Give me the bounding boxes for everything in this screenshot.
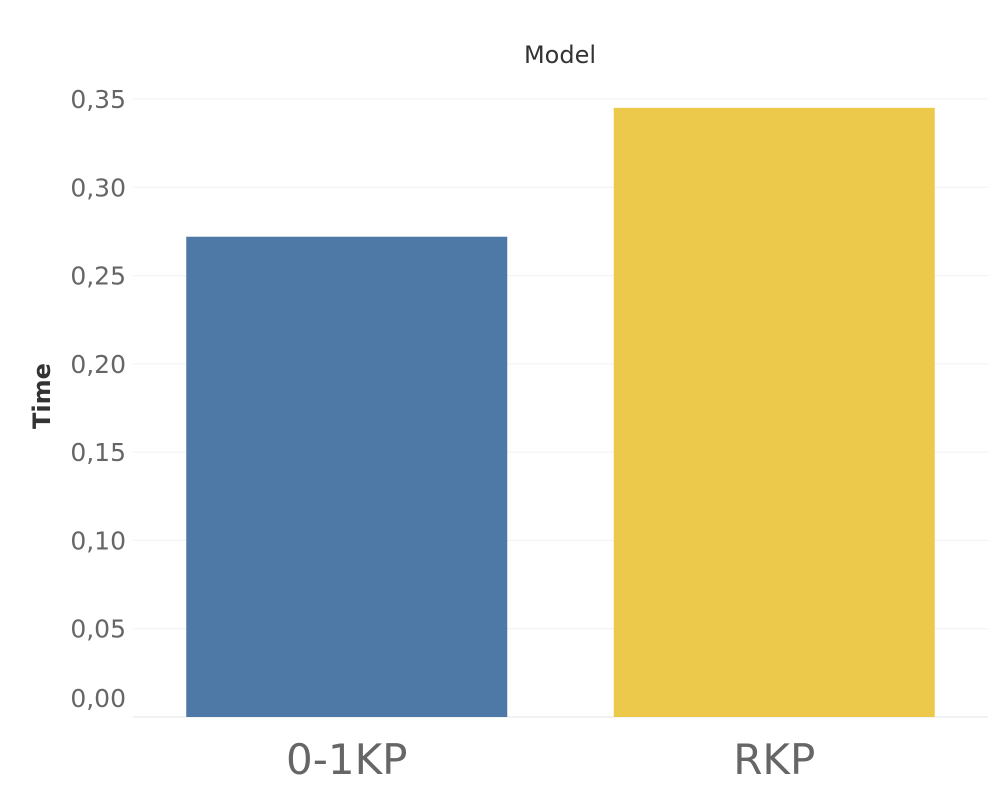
- y-axis-ticks: 0,00 0,05 0,10 0,15 0,20 0,25 0,30 0,35: [70, 85, 126, 713]
- y-tick-label: 0,25: [70, 262, 126, 291]
- y-tick-label: 0,30: [70, 173, 126, 202]
- y-tick-label: 0,20: [70, 350, 126, 379]
- chart-title: Model: [524, 41, 596, 69]
- bars: [186, 107, 935, 718]
- y-tick-label: 0,10: [70, 526, 126, 555]
- y-tick-label: 0,00: [70, 684, 126, 713]
- y-tick-label: 0,05: [70, 615, 126, 644]
- bar-rkp: [613, 107, 935, 718]
- y-axis-label: Time: [28, 363, 56, 429]
- x-tick-label: 0-1KP: [286, 735, 407, 784]
- bar-0-1kp: [186, 236, 508, 717]
- y-tick-label: 0,15: [70, 438, 126, 467]
- y-tick-label: 0,35: [70, 85, 126, 114]
- x-tick-label: RKP: [733, 735, 815, 784]
- x-axis-ticks: 0-1KP RKP: [286, 735, 815, 784]
